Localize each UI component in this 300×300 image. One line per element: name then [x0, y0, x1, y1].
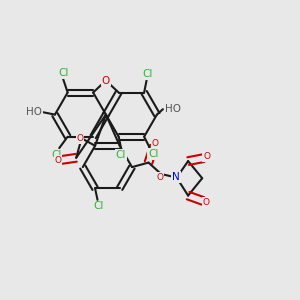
Text: Cl: Cl	[51, 150, 62, 160]
Text: Cl: Cl	[93, 201, 103, 212]
Text: O: O	[55, 156, 62, 165]
Text: O: O	[202, 198, 210, 207]
Text: HO: HO	[165, 104, 182, 114]
Text: Cl: Cl	[142, 69, 152, 79]
Text: O: O	[156, 172, 163, 182]
Text: O: O	[203, 152, 210, 161]
Text: Cl: Cl	[148, 149, 158, 159]
Text: Cl: Cl	[58, 68, 68, 78]
Text: Cl: Cl	[116, 150, 126, 160]
Text: O: O	[76, 134, 84, 143]
Text: HO: HO	[26, 107, 42, 117]
Text: N: N	[172, 172, 180, 182]
Text: O: O	[152, 139, 159, 148]
Text: O: O	[102, 76, 110, 85]
